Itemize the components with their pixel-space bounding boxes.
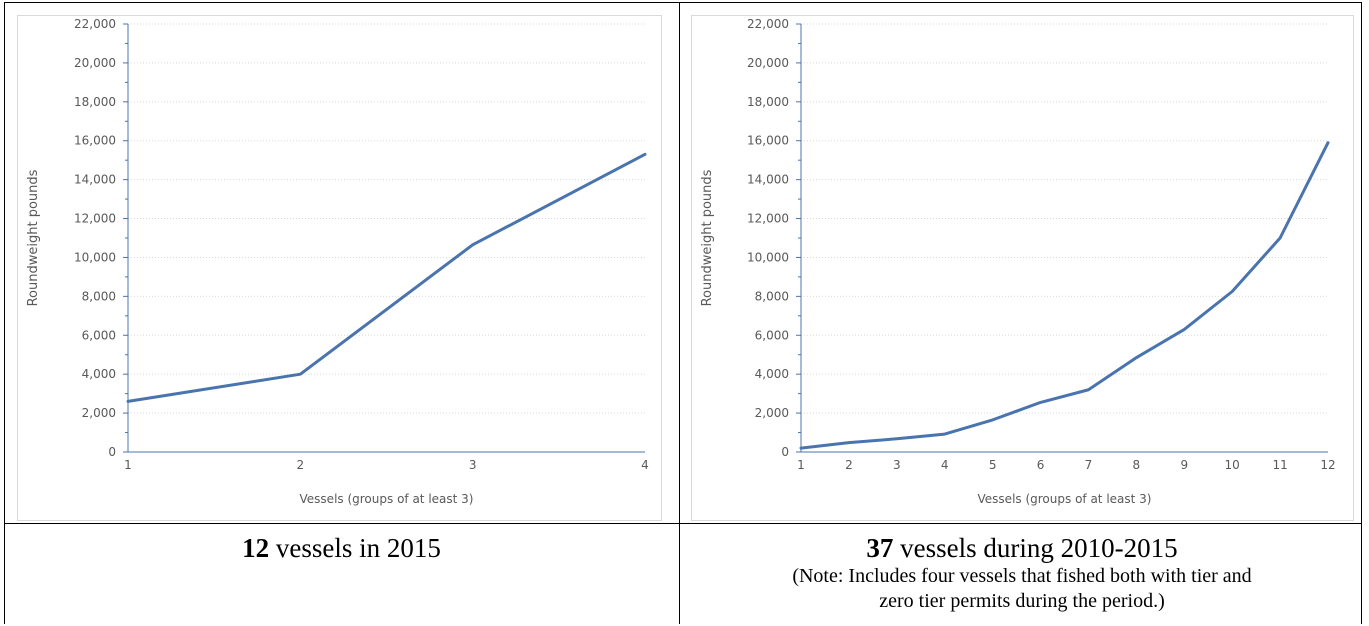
y-tick-label: 4,000	[755, 367, 789, 381]
y-tick-label: 14,000	[747, 173, 789, 187]
chart-2015-svg: 0 2,000 4,000 6,000 8,000 10,000 12,000 14,000 1…	[26, 17, 649, 506]
series-line	[126, 152, 647, 403]
y-tick-label: 4,000	[82, 367, 116, 381]
caption-2010-2015-line: 37 vessels during 2010-2015	[682, 532, 1362, 564]
table-border-top	[4, 2, 1362, 3]
y-tick-label: 10,000	[747, 250, 789, 264]
x-tick-label: 2	[297, 458, 305, 472]
x-tick-label: 4	[641, 458, 649, 472]
y-tick-label: 22,000	[747, 17, 789, 31]
caption-note-line1: (Note: Includes four vessels that fished…	[792, 565, 1252, 587]
y-tick-label: 16,000	[74, 134, 116, 148]
y-tick-label: 18,000	[74, 95, 116, 109]
caption-2015-line: 12 vessels in 2015	[4, 532, 679, 564]
caption-note-line2: zero tier permits during the period.)	[879, 590, 1165, 612]
x-tick-label: 2	[845, 458, 853, 472]
x-tick-label: 3	[469, 458, 477, 472]
x-tick-label: 11	[1272, 458, 1287, 472]
y-tick-label: 14,000	[74, 173, 116, 187]
chart-2015: 0 2,000 4,000 6,000 8,000 10,000 12,000 14,000 1…	[17, 15, 662, 521]
x-tick-label: 12	[1320, 458, 1335, 472]
y-tick-label: 12,000	[74, 212, 116, 226]
y-tick-label: 2,000	[755, 406, 789, 420]
y-tick-label: 12,000	[747, 212, 789, 226]
y-tick-label: 20,000	[74, 56, 116, 70]
table-divider-vertical	[679, 2, 680, 624]
x-tick-label: 5	[989, 458, 997, 472]
caption-2010-2015-text: vessels during 2010-2015	[893, 533, 1178, 563]
caption-2015-count: 12	[242, 533, 270, 563]
caption-2010-2015: 37 vessels during 2010-2015 (Note: Inclu…	[682, 532, 1362, 614]
x-tick-label: 6	[1037, 458, 1045, 472]
y-tick-label: 22,000	[74, 17, 116, 31]
y-tick-label: 8,000	[82, 289, 116, 303]
table-border-left	[4, 2, 5, 624]
caption-2010-2015-count: 37	[866, 533, 894, 563]
chart-2010-2015-svg: 0 2,000 4,000 6,000 8,000 10,000 12,000 14,000 1…	[700, 17, 1336, 506]
y-tick-label: 0	[108, 445, 116, 459]
y-tick-label: 6,000	[82, 328, 116, 342]
x-tick-label: 9	[1180, 458, 1188, 472]
chart-2010-2015: 0 2,000 4,000 6,000 8,000 10,000 12,000 14,000 1…	[691, 15, 1354, 521]
caption-2015-text: vessels in 2015	[269, 533, 441, 563]
y-axis-label: Roundweight pounds	[26, 169, 41, 306]
caption-2015: 12 vessels in 2015	[4, 532, 679, 564]
x-tick-label: 7	[1085, 458, 1093, 472]
y-tick-label: 18,000	[747, 95, 789, 109]
x-axis-label: Vessels (groups of at least 3)	[978, 492, 1152, 506]
y-tick-label: 10,000	[74, 250, 116, 264]
x-axis-label: Vessels (groups of at least 3)	[300, 492, 474, 506]
x-tick-label: 1	[797, 458, 805, 472]
y-tick-label: 0	[781, 445, 789, 459]
y-tick-label: 2,000	[82, 406, 116, 420]
table-divider-horizontal	[4, 523, 1362, 524]
x-tick-label: 8	[1133, 458, 1141, 472]
y-tick-label: 16,000	[747, 134, 789, 148]
y-tick-label: 6,000	[755, 328, 789, 342]
x-tick-label: 10	[1225, 458, 1240, 472]
y-axis-label: Roundweight pounds	[700, 169, 715, 306]
x-tick-label: 3	[893, 458, 901, 472]
y-tick-label: 8,000	[755, 289, 789, 303]
x-tick-label: 4	[941, 458, 949, 472]
figure-table: 0 2,000 4,000 6,000 8,000 10,000 12,000 14,000 1…	[4, 2, 1362, 624]
series-line	[799, 141, 1330, 450]
y-tick-label: 20,000	[747, 56, 789, 70]
x-tick-label: 1	[124, 458, 132, 472]
table-border-right	[1361, 2, 1362, 624]
